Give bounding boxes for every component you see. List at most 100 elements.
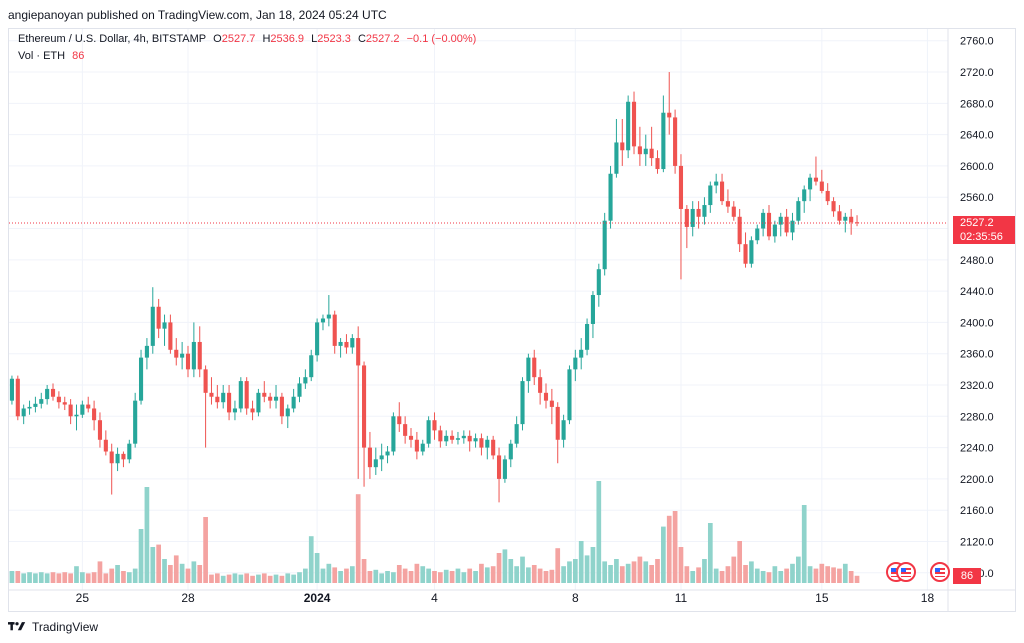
candle-body [50, 388, 56, 397]
candle-body [221, 392, 226, 403]
candle-body [590, 295, 595, 324]
published-by-text: angiepanoyan published on TradingView.co… [8, 8, 387, 22]
candle-body [808, 177, 813, 190]
volume-bar [150, 547, 156, 583]
volume-bar [191, 561, 197, 583]
candle-body [385, 451, 390, 456]
candle-body [133, 400, 138, 444]
candle-body [180, 353, 185, 358]
volume-bar [91, 572, 97, 583]
candle-body [637, 146, 642, 155]
high-label: H [262, 33, 271, 45]
volume-bar [596, 481, 602, 583]
candle-body [144, 345, 149, 358]
volume-bar [432, 571, 437, 583]
candle-body [367, 447, 372, 468]
footer-brand[interactable]: TradingView [32, 620, 99, 634]
candle-body [426, 420, 431, 444]
volume-bar [332, 567, 338, 583]
candle-body [667, 112, 672, 118]
volume-bar [473, 571, 478, 583]
legend-symbol-row: Ethereum / U.S. Dollar, 4h, BITSTAMP O25… [18, 33, 480, 45]
us-flag-icon[interactable] [930, 562, 950, 582]
candle-body [326, 314, 331, 319]
candle-body [532, 357, 537, 378]
volume-bar [608, 565, 613, 583]
volume-bar [273, 574, 279, 583]
candle-body [684, 208, 689, 227]
volume-bar [74, 566, 79, 583]
volume-bar [250, 575, 255, 583]
chart-frame[interactable] [8, 28, 1016, 612]
volume-bar [214, 573, 220, 583]
volume-bar [420, 566, 426, 583]
volume-bar [15, 571, 21, 583]
volume-bar [549, 569, 555, 583]
candle-body [743, 244, 748, 264]
volume-bar [678, 547, 684, 583]
candle-body [256, 392, 261, 413]
candle-body [27, 406, 32, 409]
candle-body [21, 408, 26, 417]
candle-body [784, 216, 789, 233]
volume-bar [103, 573, 109, 583]
y-tick-label: 2120.0 [960, 536, 994, 548]
volume-bar [672, 511, 678, 583]
volume-bar [197, 565, 203, 583]
candle-body [397, 416, 402, 425]
candle-body [678, 165, 684, 209]
candle-body [485, 439, 490, 448]
volume-bar [854, 575, 860, 583]
y-tick-label: 2360.0 [960, 349, 994, 361]
y-tick-label: 2320.0 [960, 380, 994, 392]
candle-body [772, 224, 777, 237]
volume-bar [97, 561, 103, 583]
volume-bar [795, 556, 801, 583]
volume-bar [508, 559, 514, 583]
volume-bar [766, 572, 772, 583]
volume-bar [308, 536, 314, 583]
candle-body [626, 101, 631, 151]
tradingview-logo-icon[interactable] [8, 621, 26, 633]
candle-body [849, 216, 854, 223]
volume-bar [690, 571, 696, 583]
volume-bar [449, 571, 455, 583]
low-label: L [311, 33, 318, 45]
volume-bar [291, 574, 296, 583]
candle-body [238, 381, 243, 409]
volume-label[interactable]: Vol · ETH [18, 50, 66, 62]
volume-bar [27, 572, 32, 583]
volume-bar [44, 573, 50, 583]
volume-bar [578, 541, 584, 583]
volume-bar [126, 572, 132, 583]
volume-bar [238, 574, 244, 583]
candle-body [121, 453, 126, 460]
candle-body [596, 269, 601, 296]
volume-bar [760, 571, 766, 583]
candle-body [373, 459, 378, 468]
volume-bar [831, 567, 836, 583]
volume-bar [526, 567, 531, 583]
candle-body [602, 220, 607, 270]
legend-symbol[interactable]: Ethereum / U.S. Dollar, 4h, BITSTAMP [18, 33, 207, 45]
volume-bar [338, 571, 343, 583]
candle-body [479, 438, 484, 448]
volume-bar [813, 568, 819, 583]
volume-bar [267, 575, 273, 583]
candle-body [719, 181, 725, 202]
candle-body [227, 392, 232, 413]
volume-bar [173, 555, 179, 583]
candle-body [502, 459, 507, 479]
us-flag-icon[interactable] [896, 562, 916, 582]
volume-bar [778, 571, 784, 583]
candle-body [244, 381, 249, 409]
candle-body [350, 338, 355, 348]
volume-bar [391, 572, 396, 583]
candle-body [215, 396, 220, 403]
candle-body [86, 404, 91, 409]
candle-body [643, 148, 648, 155]
legend-volume-row: Vol · ETH 86 [18, 50, 88, 62]
volume-bar [625, 563, 631, 583]
volume-bar [62, 572, 68, 583]
